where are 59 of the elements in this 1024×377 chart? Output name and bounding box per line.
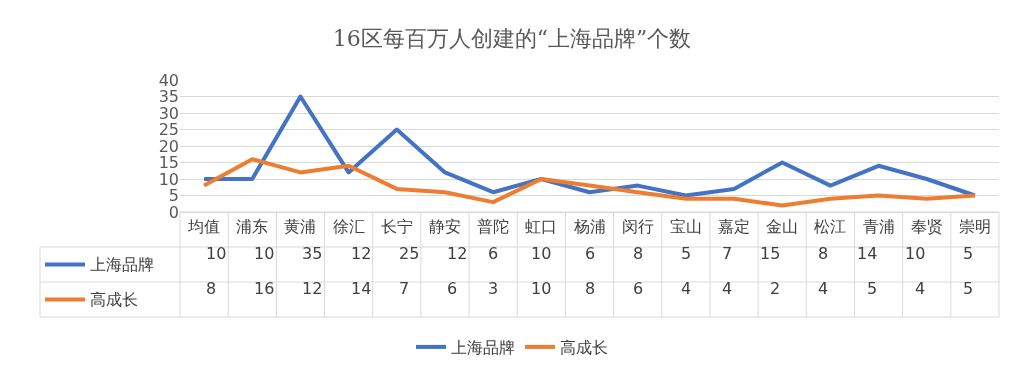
x-tick-label: 黄浦 — [284, 217, 317, 237]
data-label: 4 — [722, 279, 733, 298]
x-tick-label: 浦东 — [236, 217, 269, 237]
x-tick-label: 嘉定 — [718, 217, 751, 237]
x-tick-label: 宝山 — [669, 217, 702, 237]
data-label: 35 — [302, 244, 323, 263]
x-tick-label: 闵行 — [621, 217, 654, 237]
data-label: 4 — [818, 279, 829, 298]
data-label: 3 — [488, 279, 499, 298]
x-tick-label: 普陀 — [477, 217, 510, 237]
x-tick-label: 金山 — [766, 217, 799, 237]
data-label: 14 — [351, 279, 372, 298]
data-label: 8 — [818, 244, 829, 263]
data-label: 16 — [254, 279, 275, 298]
data-label: 5 — [867, 279, 878, 298]
data-label: 12 — [351, 244, 372, 263]
data-label: 7 — [399, 279, 410, 298]
data-label: 8 — [633, 244, 644, 263]
data-label: 25 — [399, 244, 420, 263]
data-label: 5 — [963, 244, 974, 263]
text: 上海品牌 — [451, 338, 515, 358]
data-label: 10 — [254, 244, 275, 263]
data-label: 7 — [722, 244, 733, 263]
text: 高成长 — [560, 338, 608, 358]
data-label: 5 — [963, 279, 974, 298]
line-series — [202, 157, 977, 208]
x-tick-label: 青浦 — [862, 217, 895, 237]
data-label: 15 — [760, 244, 781, 263]
data-label: 10 — [206, 244, 227, 263]
data-label: 12 — [447, 244, 468, 263]
chart-title: 16区每百万人创建的“上海品牌”个数 — [332, 25, 692, 51]
line-series — [202, 94, 977, 198]
data-label: 4 — [915, 279, 926, 298]
legend-label: 高成长 — [90, 290, 138, 309]
data-label: 8 — [206, 279, 217, 298]
x-tick-label: 崇明 — [958, 217, 991, 237]
x-tick-label: 均值 — [187, 217, 221, 237]
data-label: 10 — [531, 244, 552, 263]
x-tick-label: 虹口 — [525, 217, 558, 237]
x-tick-label: 长宁 — [380, 217, 413, 237]
x-tick-label: 静安 — [428, 217, 461, 237]
data-label: 6 — [585, 244, 596, 263]
y-tick-label: 40 — [158, 70, 179, 90]
data-label: 8 — [585, 279, 596, 298]
x-tick-label: 松江 — [814, 217, 847, 237]
data-label: 5 — [681, 244, 692, 263]
data-label: 2 — [770, 279, 781, 298]
data-label: 4 — [681, 279, 692, 298]
x-tick-label: 奉贤 — [910, 217, 943, 237]
data-label: 6 — [633, 279, 644, 298]
data-label: 6 — [447, 279, 458, 298]
legend-label: 上海品牌 — [90, 255, 154, 274]
data-label: 10 — [905, 244, 926, 263]
data-label: 14 — [857, 244, 878, 263]
data-label: 12 — [302, 279, 323, 298]
data-label: 6 — [488, 244, 499, 263]
x-tick-label: 杨浦 — [572, 217, 606, 237]
data-label: 10 — [531, 279, 552, 298]
x-tick-label: 徐汇 — [332, 217, 365, 237]
